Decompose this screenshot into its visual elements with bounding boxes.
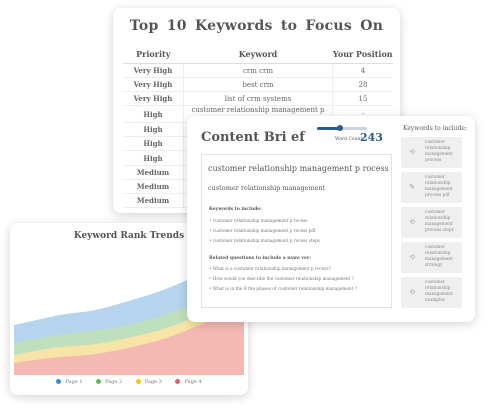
priority-cell: Very High [123,63,184,79]
column-header-priority: Priority [123,48,184,64]
side-keyword-item[interactable]: ⟲ customer relationship management examp… [401,277,462,308]
keyword-line: • customer relationship management p roc… [209,228,316,233]
keyword-line: • customer relationship management p roc… [209,238,320,243]
side-keyword-item[interactable]: ⟲ customer relationship management proce… [401,137,462,168]
related-questions-heading: Related questions to include a nswe ver: [209,256,311,261]
word-count-label: Word Count: [335,137,364,142]
question-line: • What is a customer relationship manage… [209,266,331,271]
legend-label: Page 2 [105,379,123,385]
keyword-cell: best crm [183,77,333,93]
content-brief-card: Content Bri ef Word Count: 243 customer … [187,116,475,322]
content-brief-title: Content Bri ef [201,130,305,145]
side-keyword-text: customer relationship management process… [425,174,453,197]
legend-item[interactable]: Page 4 [175,379,202,385]
side-keyword-text: customer relationship management process [425,139,453,162]
edit-icon: ✎ [409,183,415,191]
word-count-slider-handle[interactable] [337,125,343,131]
question-line: • How would you describe the customer re… [209,276,354,281]
priority-cell: High [123,105,184,124]
question-line: • What is in the B the phases of custome… [209,286,357,291]
rank-trends-title: Keyword Rank Trends [73,231,185,241]
secondary-keyword: customer relationship management [208,184,326,192]
link-icon: ⟲ [409,218,415,226]
word-count-slider[interactable] [317,125,367,131]
keyword-line: • customer relationship management p roc… [209,218,308,223]
keyword-cell: crm crm [183,63,333,79]
area-page-4 [14,307,244,375]
word-count-value: 243 [360,131,383,144]
priority-cell: Medium [123,165,184,180]
priority-cell: Medium [123,193,184,208]
priority-cell: High [123,122,184,138]
legend-label: Page 4 [184,379,202,385]
legend-label: Page 3 [144,379,162,385]
priority-cell: Very High [123,91,184,107]
legend-item[interactable]: Page 1 [56,379,83,385]
link-icon: ⟲ [409,288,415,296]
table-row[interactable]: Very High crm crm 4 [123,63,393,79]
link-icon: ⟲ [409,253,415,261]
side-keyword-text: customer relationship management strateg… [425,244,453,267]
column-header-position: Your Position [332,48,393,64]
priority-cell: Medium [123,179,184,194]
table-row[interactable]: Very High best crm 28 [123,77,393,93]
priority-cell: High [123,150,184,166]
side-keyword-text: customer relationship management example… [425,279,453,302]
position-cell: 28 [332,77,393,93]
legend-dot-icon [56,379,62,384]
legend-dot-icon [96,379,102,384]
legend-label: Page 1 [65,379,83,385]
table-header-row: Priority Keyword Your Position [123,48,393,64]
position-cell: 15 [332,91,393,107]
column-header-keyword: Keyword [183,48,333,64]
side-keyword-item[interactable]: ✎ customer relationship management proce… [401,172,462,203]
priority-cell: Very High [123,77,184,93]
legend-item[interactable]: Page 2 [96,379,122,385]
side-keyword-text: customer relationship management process… [425,209,454,232]
top-keywords-title: Top 10 Keywords to Focus On [129,18,384,34]
side-keyword-item[interactable]: ⟲ customer relationship management proce… [401,207,462,238]
brief-content-box[interactable]: customer relationship management p roces… [201,154,392,308]
main-keyword: customer relationship management p roces… [208,164,389,173]
legend-item[interactable]: Page 3 [135,379,162,385]
table-row[interactable]: Very High list of crm systems 15 [123,91,393,107]
side-keyword-item[interactable]: ⟲ customer relationship management strat… [401,242,462,273]
rank-trends-area-chart [14,249,244,375]
legend-dot-icon [175,379,181,384]
rank-trends-legend: Page 1 Page 2 Page 3 Page 4 [10,379,248,385]
priority-cell: High [123,136,184,152]
keyword-cell: list of crm systems [183,91,333,107]
side-keywords-heading: Keywords to include: [403,125,467,132]
word-count-slider-fill [317,127,341,130]
keywords-include-heading: Keywords to include: [209,207,262,212]
position-cell: 4 [332,63,393,79]
link-icon: ⟲ [409,148,415,156]
legend-dot-icon [135,379,141,384]
